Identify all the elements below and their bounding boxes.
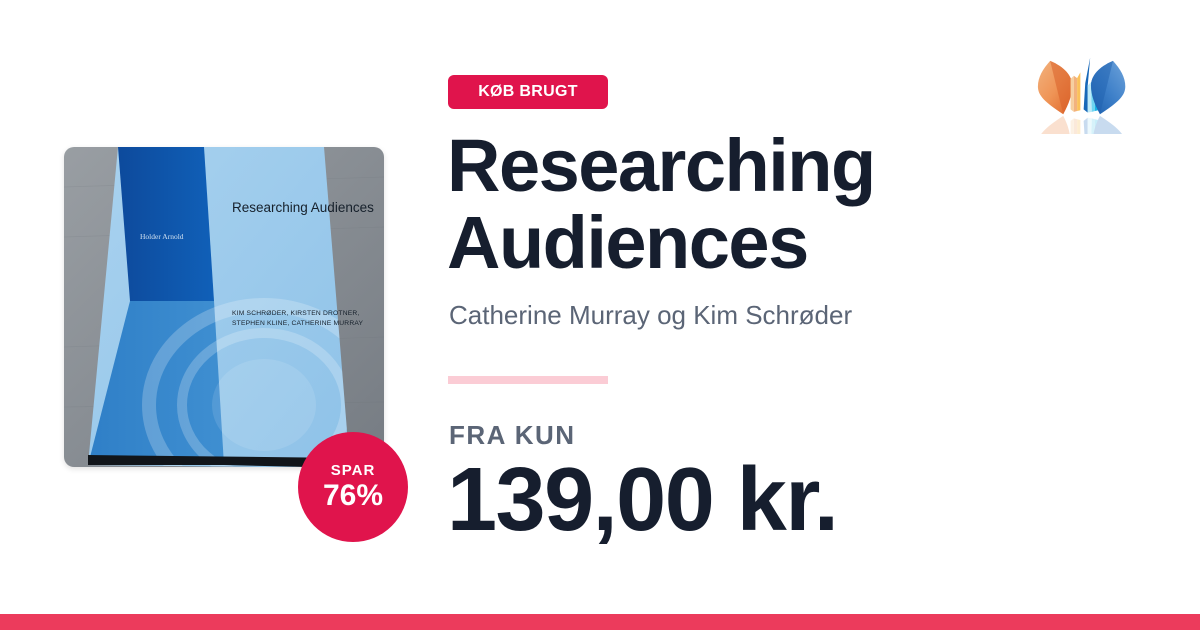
svg-text:Researching Audiences: Researching Audiences [232,200,374,215]
svg-text:Holder Arnold: Holder Arnold [140,232,184,241]
svg-text:KIM SCHRØDER, KIRSTEN DROTNER,: KIM SCHRØDER, KIRSTEN DROTNER, [232,310,360,317]
svg-text:STEPHEN KLINE, CATHERINE MURRA: STEPHEN KLINE, CATHERINE MURRAY [232,320,364,327]
